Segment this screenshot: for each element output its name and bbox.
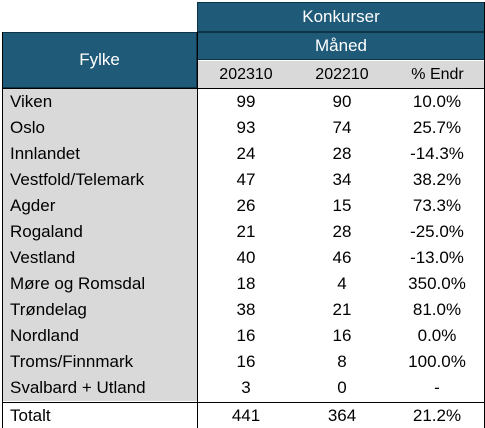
- value-202210-cell: 90: [294, 89, 390, 115]
- fylke-cell: Møre og Romsdal: [3, 271, 197, 297]
- value-202210-cell: 0: [294, 375, 390, 401]
- pct-change-cell: -25.0%: [390, 219, 484, 245]
- value-202210-cell: 74: [294, 115, 390, 141]
- fylke-cell: Oslo: [3, 115, 197, 141]
- value-202310-cell: 3: [198, 375, 294, 401]
- column-header-text: % Endr: [411, 65, 464, 83]
- pct-change-cell: 10.0%: [390, 89, 484, 115]
- value-202310-cell: 47: [198, 167, 294, 193]
- fylke-cell: Vestfold/Telemark: [3, 167, 197, 193]
- value-202310-cell: 99: [198, 89, 294, 115]
- fylke-cell: Innlandet: [3, 141, 197, 167]
- value-202210-cell: 8: [294, 349, 390, 375]
- total-value-202310-cell: 441: [198, 403, 294, 428]
- value-202210-cell: 28: [294, 141, 390, 167]
- period-label: Måned: [197, 32, 485, 60]
- group-title-text: Konkurser: [302, 7, 380, 26]
- column-header-text: 202310: [219, 65, 273, 83]
- fylke-cell: Troms/Finnmark: [3, 349, 197, 375]
- value-202210-cell: 4: [294, 271, 390, 297]
- border-fylke-right: [197, 32, 198, 428]
- value-202310-cell: 16: [198, 323, 294, 349]
- value-202210-cell: 21: [294, 297, 390, 323]
- column-header-text: 202210: [315, 65, 369, 83]
- column-header-pct-change: % Endr: [390, 61, 485, 88]
- value-202210-cell: 34: [294, 167, 390, 193]
- fylke-cell: Rogaland: [3, 219, 197, 245]
- pct-change-cell: 350.0%: [390, 271, 484, 297]
- value-202310-cell: 40: [198, 245, 294, 271]
- fylke-cell: Nordland: [3, 323, 197, 349]
- border-left: [2, 32, 3, 428]
- pct-change-cell: 81.0%: [390, 297, 484, 323]
- group-title: Konkurser: [197, 2, 485, 32]
- value-202310-cell: 93: [198, 115, 294, 141]
- value-202310-cell: 18: [198, 271, 294, 297]
- pct-change-cell: -: [390, 375, 484, 401]
- value-202210-cell: 46: [294, 245, 390, 271]
- pct-change-cell: 38.2%: [390, 167, 484, 193]
- row-label-text: Fylke: [79, 50, 120, 69]
- total-pct-change-cell: 21.2%: [390, 403, 484, 428]
- total-value-202210-cell: 364: [294, 403, 390, 428]
- value-202310-cell: 24: [198, 141, 294, 167]
- border-header-bottom: [2, 88, 485, 89]
- total-fylke-cell: Totalt: [3, 403, 197, 428]
- value-202210-cell: 28: [294, 219, 390, 245]
- border-total-top: [2, 402, 485, 403]
- value-202210-cell: 16: [294, 323, 390, 349]
- period-label-text: Måned: [315, 36, 367, 55]
- value-202310-cell: 26: [198, 193, 294, 219]
- value-202310-cell: 21: [198, 219, 294, 245]
- column-header-202310: 202310: [198, 61, 294, 88]
- pct-change-cell: -14.3%: [390, 141, 484, 167]
- pct-change-cell: 25.7%: [390, 115, 484, 141]
- value-202210-cell: 15: [294, 193, 390, 219]
- row-label-header: Fylke: [2, 32, 197, 88]
- pct-change-cell: 73.3%: [390, 193, 484, 219]
- fylke-cell: Trøndelag: [3, 297, 197, 323]
- pct-change-cell: 100.0%: [390, 349, 484, 375]
- value-202310-cell: 38: [198, 297, 294, 323]
- fylke-cell: Svalbard + Utland: [3, 375, 197, 401]
- fylke-cell: Viken: [3, 89, 197, 115]
- pct-change-cell: 0.0%: [390, 323, 484, 349]
- fylke-cell: Vestland: [3, 245, 197, 271]
- column-header-202210: 202210: [294, 61, 390, 88]
- pct-change-cell: -13.0%: [390, 245, 484, 271]
- value-202310-cell: 16: [198, 349, 294, 375]
- fylke-cell: Agder: [3, 193, 197, 219]
